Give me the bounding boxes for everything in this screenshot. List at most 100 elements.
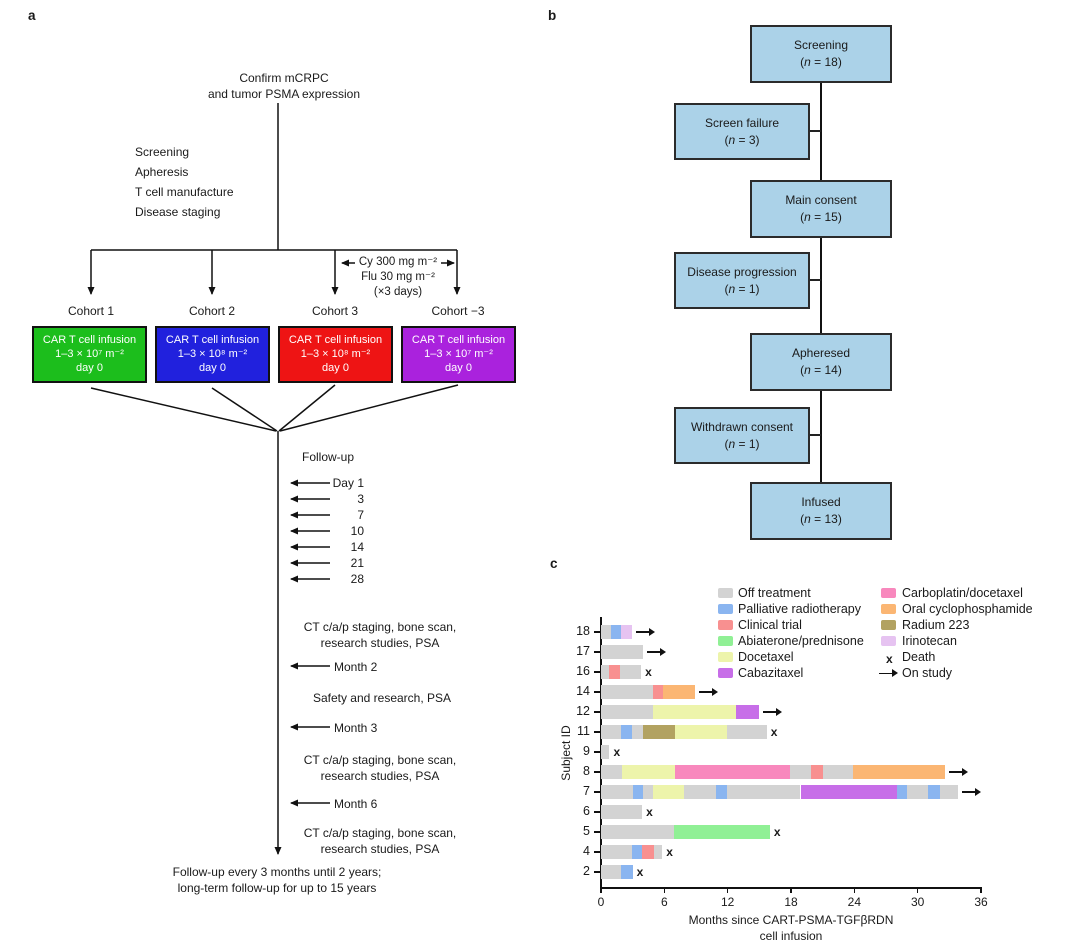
flow-spine xyxy=(820,83,822,482)
x-tick-label: 30 xyxy=(910,895,925,909)
panel-a-connectors xyxy=(87,103,461,855)
on-study-arrow xyxy=(961,788,981,796)
prep-steps: Screening Apheresis T cell manufacture D… xyxy=(135,142,234,222)
legend-label: Death xyxy=(902,650,936,664)
swimmer-segment xyxy=(610,625,622,639)
swimmer-segment xyxy=(621,625,632,639)
month-6-label: Month 6 xyxy=(334,797,378,811)
death-marker: x xyxy=(770,725,778,739)
flow-connector xyxy=(810,433,821,436)
subject-id-label: 4 xyxy=(583,844,590,858)
legend-label: Palliative radiotherapy xyxy=(738,602,861,616)
panel-b-label: b xyxy=(548,8,557,23)
swimmer-segment xyxy=(939,785,958,799)
cohort-name: Cohort −3 xyxy=(431,304,485,318)
legend-death-marker: x xyxy=(886,652,893,666)
followup-day-label: 14 xyxy=(350,540,364,554)
swimmer-segment xyxy=(907,785,929,799)
death-marker: x xyxy=(645,665,652,679)
subject-id-label: 12 xyxy=(576,704,590,718)
cohort-box: CAR T cell infusion 1–3 × 10⁸ m⁻² day 0 xyxy=(278,326,393,383)
flow-box-count: (n = 3) xyxy=(724,132,760,147)
panel-c-label: c xyxy=(550,556,558,571)
swimmer-segment xyxy=(642,845,654,859)
panel-a-label: a xyxy=(28,8,36,23)
subject-id-label: 5 xyxy=(583,824,590,838)
cohort-box-line: 1–3 × 10⁷ m⁻² xyxy=(424,348,493,360)
conditioning-line: Flu 30 mg m⁻² xyxy=(361,271,435,283)
checkpoint-ct3: CT c/a/p staging, bone scan, research st… xyxy=(280,825,480,857)
y-axis-title: Subject ID xyxy=(559,725,573,781)
subject-id-label: 9 xyxy=(583,744,590,758)
y-tick xyxy=(594,651,601,653)
y-tick xyxy=(594,771,601,773)
checkpoint-line: CT c/a/p staging, bone scan, xyxy=(303,753,457,767)
swimmer-segment xyxy=(674,725,727,739)
checkpoint-safety: Safety and research, PSA xyxy=(312,691,452,705)
flow-box: Apheresed (n = 14) xyxy=(750,333,892,391)
legend-swatch xyxy=(718,668,733,678)
cohort-box-line: 1–3 × 10⁸ m⁻² xyxy=(300,348,371,360)
y-tick xyxy=(594,671,601,673)
legend-on-study-arrow xyxy=(879,669,898,677)
month-3-label: Month 3 xyxy=(334,721,378,735)
followup-footer: Follow-up every 3 months until 2 years; … xyxy=(157,864,397,896)
y-tick xyxy=(594,811,601,813)
on-study-arrow xyxy=(635,628,655,636)
x-tick-label: 24 xyxy=(847,895,861,909)
cohort-box-line: day 0 xyxy=(322,362,349,374)
swimmer-segment xyxy=(601,805,643,819)
swimmer-segment xyxy=(601,845,632,859)
legend-swatch xyxy=(718,636,733,646)
legend-swatch xyxy=(718,652,733,662)
swimmer-segment xyxy=(716,785,727,799)
y-tick xyxy=(594,791,601,793)
followup-label: Follow-up xyxy=(302,450,355,464)
swimmer-segment xyxy=(896,785,908,799)
cohort-box-line: CAR T cell infusion xyxy=(165,334,260,346)
x-tick xyxy=(916,888,919,893)
death-marker: x xyxy=(646,805,653,819)
cohort-name: Cohort 2 xyxy=(188,304,236,318)
x-tick xyxy=(726,888,729,893)
checkpoint-line: research studies, PSA xyxy=(320,842,440,856)
cohort-box-line: day 0 xyxy=(76,362,103,374)
y-tick xyxy=(594,751,601,753)
swimmer-segment xyxy=(601,825,674,839)
prep-step: Screening xyxy=(135,145,190,159)
protocol-title-line-2: and tumor PSMA expression xyxy=(207,87,361,101)
flow-box-count: (n = 1) xyxy=(724,436,760,451)
x-axis-title-line: Months since CART-PSMA-TGFβRDN xyxy=(688,913,894,927)
death-marker: x xyxy=(613,745,621,759)
swimmer-segment xyxy=(652,785,685,799)
y-tick xyxy=(594,711,601,713)
flow-box-label: Main consent xyxy=(785,193,857,207)
flow-box-label: Apheresed xyxy=(791,346,851,360)
checkpoint-line: research studies, PSA xyxy=(320,769,440,783)
followup-day-label: 28 xyxy=(350,572,364,586)
legend-swatch xyxy=(718,620,733,630)
swimmer-segment xyxy=(853,765,946,779)
legend-swatch xyxy=(881,620,896,630)
followup-day-label: 21 xyxy=(350,556,364,570)
swimmer-segment xyxy=(652,705,737,719)
swimmer-segment xyxy=(609,665,620,679)
x-tick xyxy=(790,888,792,893)
swimmer-segment xyxy=(631,725,644,739)
on-study-arrow xyxy=(949,768,969,776)
swimmer-segment xyxy=(601,725,622,739)
legend-label: Abiaterone/prednisone xyxy=(738,634,864,648)
footer-line: Follow-up every 3 months until 2 years; xyxy=(172,865,382,879)
x-axis-title: Months since CART-PSMA-TGFβRDN cell infu… xyxy=(641,912,941,944)
checkpoint-ct2: CT c/a/p staging, bone scan, research st… xyxy=(280,752,480,784)
swimmer-segment xyxy=(653,845,663,859)
death-marker: x xyxy=(773,825,781,839)
checkpoint-line: research studies, PSA xyxy=(320,636,440,650)
subject-id-label: 14 xyxy=(576,684,590,698)
checkpoint-line: CT c/a/p staging, bone scan, xyxy=(303,826,457,840)
footer-line: long-term follow-up for up to 15 years xyxy=(177,881,377,895)
conditioning-line: (×3 days) xyxy=(373,286,423,298)
x-axis-title-line: cell infusion xyxy=(759,929,823,943)
y-tick xyxy=(594,851,601,853)
legend-label: Irinotecan xyxy=(902,634,957,648)
